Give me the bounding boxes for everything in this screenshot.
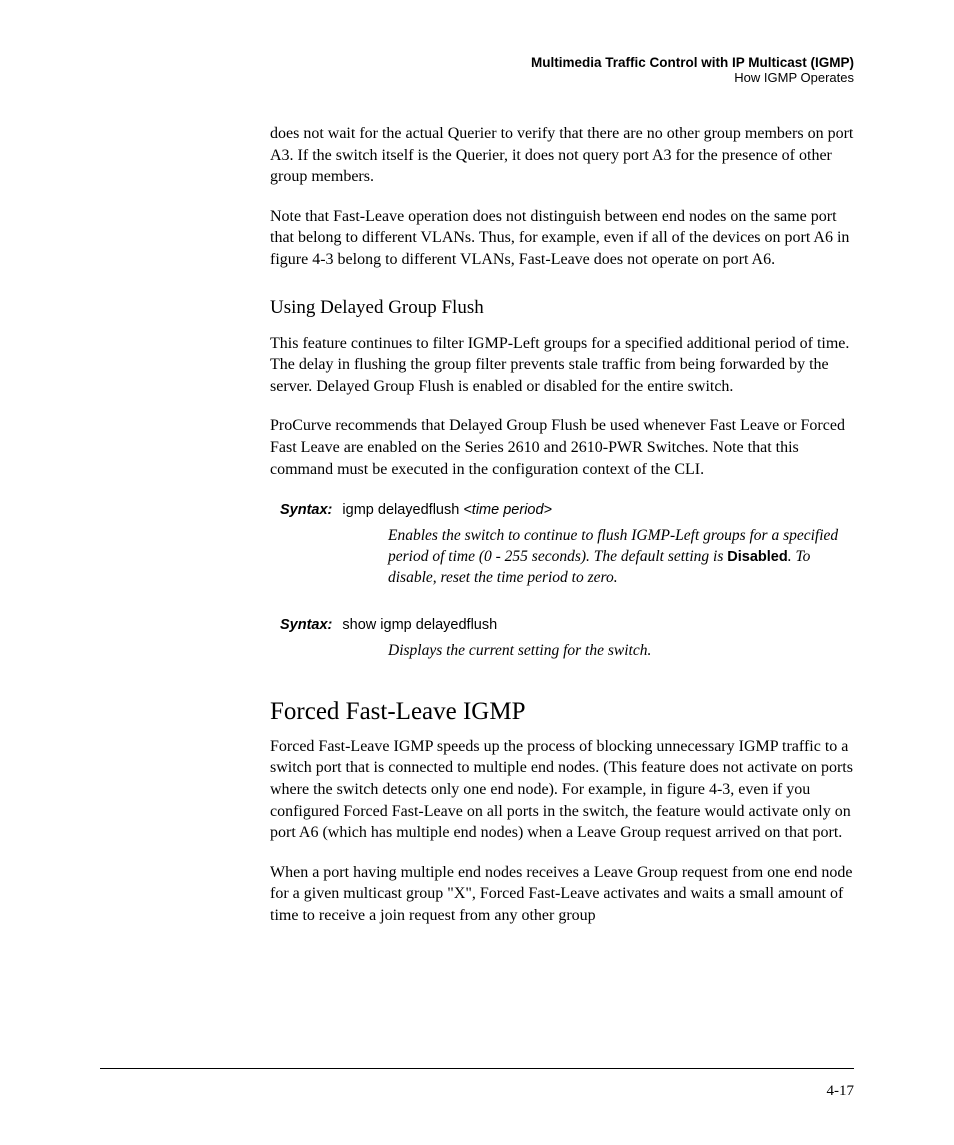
syntax-block: Syntax: igmp delayedflush <time period> … — [280, 502, 854, 589]
paragraph: This feature continues to filter IGMP-Le… — [270, 333, 854, 398]
paragraph: ProCurve recommends that Delayed Group F… — [270, 415, 854, 480]
syntax-command: show igmp delayedflush — [342, 617, 497, 633]
subheading: Using Delayed Group Flush — [270, 297, 854, 319]
paragraph: Forced Fast-Leave IGMP speeds up the pro… — [270, 736, 854, 844]
syntax-line: Syntax: show igmp delayedflush — [280, 617, 854, 633]
syntax-label: Syntax: — [280, 502, 332, 518]
syntax-command: igmp delayedflush <time period> — [342, 502, 552, 518]
page-number: 4-17 — [827, 1083, 855, 1100]
paragraph: Note that Fast-Leave operation does not … — [270, 206, 854, 271]
syntax-line: Syntax: igmp delayedflush <time period> — [280, 502, 854, 518]
footer-rule — [100, 1068, 854, 1069]
document-page: Multimedia Traffic Control with IP Multi… — [0, 0, 954, 1145]
paragraph: does not wait for the actual Querier to … — [270, 123, 854, 188]
syntax-description: Displays the current setting for the swi… — [388, 641, 854, 662]
syntax-description: Enables the switch to continue to flush … — [388, 526, 854, 589]
paragraph: When a port having multiple end nodes re… — [270, 862, 854, 927]
syntax-arg: <time period> — [463, 502, 552, 518]
section-title: How IGMP Operates — [270, 70, 854, 85]
body-content: does not wait for the actual Querier to … — [270, 123, 854, 927]
page-header: Multimedia Traffic Control with IP Multi… — [270, 55, 854, 85]
syntax-label: Syntax: — [280, 617, 332, 633]
chapter-title: Multimedia Traffic Control with IP Multi… — [270, 55, 854, 70]
section-heading: Forced Fast-Leave IGMP — [270, 698, 854, 726]
syntax-block: Syntax: show igmp delayedflush Displays … — [280, 617, 854, 662]
